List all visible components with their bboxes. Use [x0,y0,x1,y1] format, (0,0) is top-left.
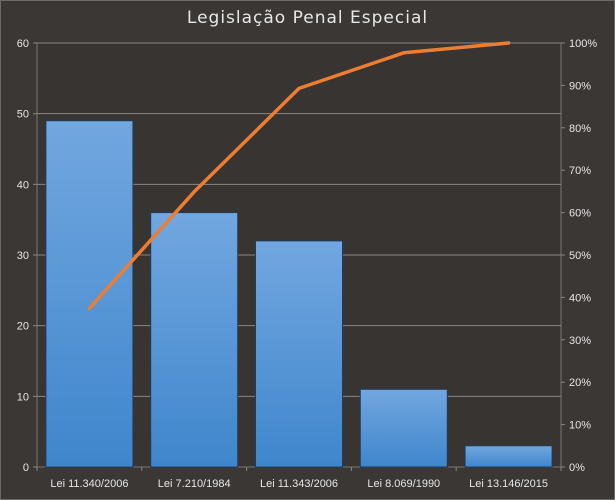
y-tick-label: 50 [17,109,29,121]
bar [464,445,553,468]
x-tick-label: Lei 13.146/2015 [469,478,548,490]
y2-tick-label: 80% [569,123,591,135]
y2-tick-label: 10% [569,420,591,432]
cumulative-line [87,41,511,311]
line-point [402,51,406,55]
bar [255,240,343,468]
bar [359,388,448,468]
y-tick-label: 60 [17,38,29,50]
y2-tick-label: 50% [569,250,591,262]
x-tick-label: Lei 8.069/1990 [367,478,440,490]
y2-tick-label: 30% [569,335,591,347]
y2-tick-label: 40% [569,292,591,304]
bar [45,120,134,468]
y2-tick-label: 60% [569,208,591,220]
line-point [192,190,196,194]
bar [150,212,239,468]
x-tick-label: Lei 11.343/2006 [260,478,338,490]
x-tick-label: Lei 11.340/2006 [50,478,128,490]
line-point [297,86,301,90]
x-tick-label: Lei 7.210/1984 [158,478,231,490]
y2-tick-label: 100% [569,38,597,50]
y-tick-label: 0 [23,462,29,474]
y2-tick-label: 20% [569,377,591,389]
y-tick-label: 20 [17,321,29,333]
bars [45,120,553,468]
y2-tick-label: 70% [569,165,591,177]
y-tick-label: 10 [17,391,29,403]
y-tick-label: 30 [17,250,29,262]
chart-title: Legislação Penal Especial [186,8,429,28]
axes: 0 10 20 30 40 50 60 0% 10% 20% 30% 40% 50% 60% 70% 80% 9… [17,38,598,490]
line-point [87,306,91,310]
y2-tick-label: 90% [569,80,591,92]
line-point [507,41,511,45]
y2-tick-label: 0% [569,462,585,474]
y-tick-label: 40 [17,179,29,191]
